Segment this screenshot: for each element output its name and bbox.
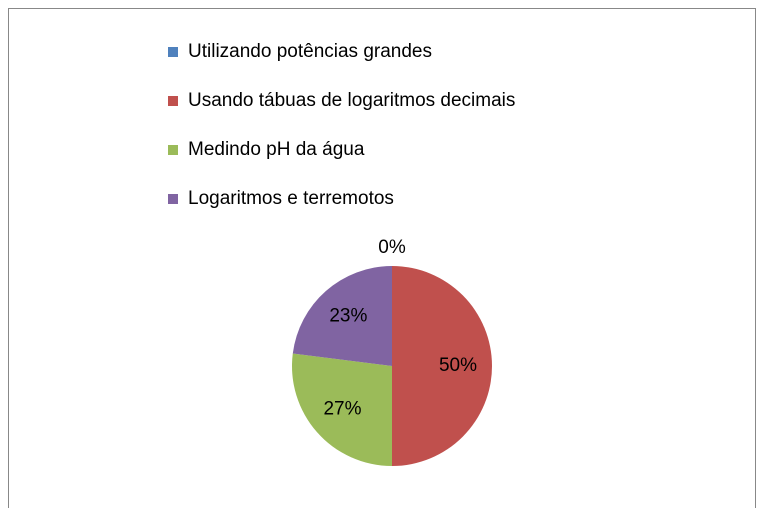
data-label: 27% [323, 399, 361, 420]
legend-label: Utilizando potências grandes [188, 41, 432, 62]
legend-label: Medindo pH da água [188, 139, 365, 160]
legend-swatch [168, 47, 178, 57]
legend-swatch [168, 96, 178, 106]
legend-swatch [168, 194, 178, 204]
data-label: 50% [439, 355, 477, 376]
pie-slice [392, 266, 492, 466]
pie-slice [292, 266, 392, 366]
data-label: 0% [378, 237, 406, 258]
legend-label: Usando tábuas de logaritmos decimais [188, 90, 515, 111]
data-label: 23% [329, 306, 367, 327]
legend-swatch [168, 145, 178, 155]
legend-label: Logaritmos e terremotos [188, 188, 394, 209]
pie-slice [291, 353, 392, 466]
